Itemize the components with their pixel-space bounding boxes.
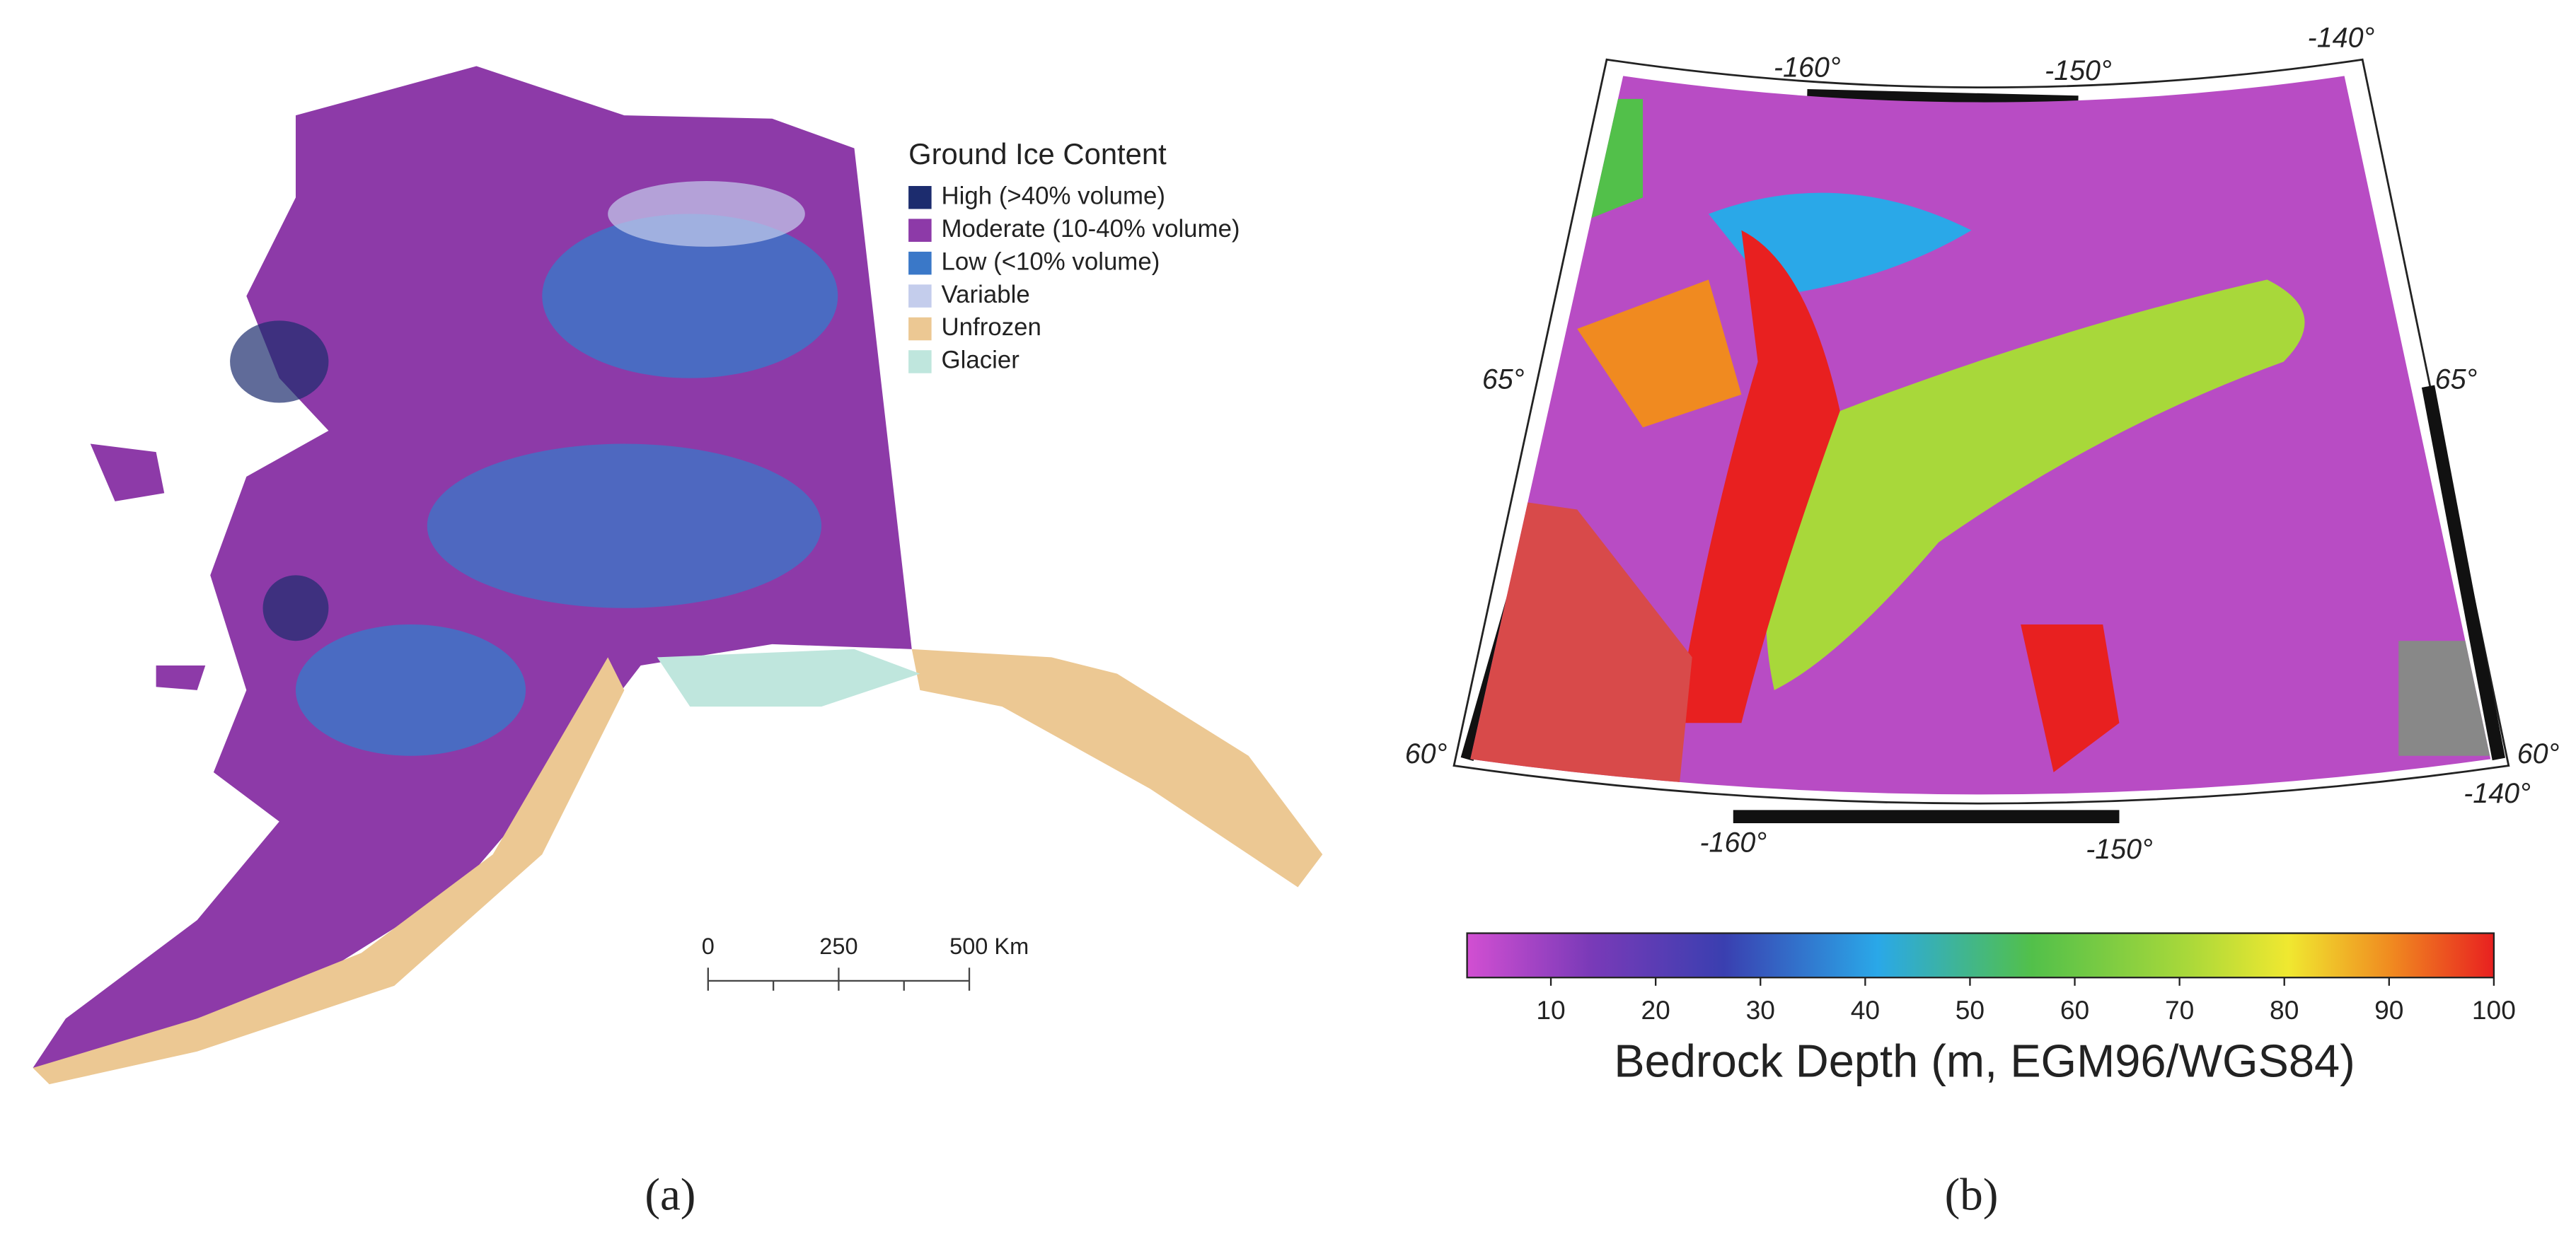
- panel-label: (a): [645, 1170, 695, 1221]
- alaska-map: [33, 66, 1323, 1085]
- frame-segment: [1807, 88, 2079, 109]
- legend-label: Low (<10% volume): [942, 248, 1160, 275]
- graticule-label: -150°: [2086, 834, 2153, 865]
- scale-label: 0: [702, 934, 715, 959]
- colorbar-tick-label: 40: [1851, 995, 1880, 1025]
- legend-swatch: [908, 317, 932, 341]
- colorbar-tick-label: 50: [1956, 995, 1985, 1025]
- legend-swatch: [908, 350, 932, 373]
- legend-swatch: [908, 251, 932, 275]
- graticule-label: 65°: [1482, 364, 1525, 395]
- graticule-label: -140°: [2308, 23, 2375, 54]
- legend-label: Unfrozen: [942, 313, 1041, 341]
- graticule-label: 60°: [1405, 738, 1448, 769]
- legend-title: Ground Ice Content: [908, 137, 1167, 170]
- frame-segment: [2421, 385, 2505, 761]
- legend-label: Glacier: [942, 347, 1020, 374]
- graticule-label: -160°: [1774, 52, 1841, 83]
- legend-label: Moderate (10-40% volume): [942, 215, 1240, 243]
- colorbar-tick-label: 20: [1641, 995, 1670, 1025]
- colorbar-tick-label: 60: [2060, 995, 2089, 1025]
- colorbar-title: Bedrock Depth (m, EGM96/WGS84): [1614, 1035, 2355, 1086]
- legend-label: Variable: [942, 281, 1030, 308]
- legend-swatch: [908, 284, 932, 308]
- colorbar-tick-label: 10: [1536, 995, 1565, 1025]
- colorbar-tick-label: 80: [2270, 995, 2299, 1025]
- colorbar-tick-label: 70: [2165, 995, 2194, 1025]
- colorbar-tick-label: 100: [2472, 995, 2516, 1025]
- colorbar: [1466, 932, 2495, 979]
- graticule-label: -150°: [2045, 55, 2112, 86]
- graticule-label: 60°: [2517, 738, 2560, 769]
- legend-swatch: [908, 185, 932, 209]
- graticule-label: -160°: [1699, 827, 1767, 859]
- panel-label: (b): [1945, 1170, 1999, 1221]
- scale-label: 500 Km: [949, 934, 1029, 959]
- colorbar-tick-label: 90: [2374, 995, 2403, 1025]
- scale-label: 250: [819, 934, 857, 959]
- colorbar-tick-label: 30: [1746, 995, 1775, 1025]
- legend-label: High (>40% volume): [942, 182, 1166, 209]
- graticule-label: 65°: [2435, 364, 2478, 395]
- legend-swatch: [908, 219, 932, 242]
- graticule-label: -140°: [2464, 778, 2531, 809]
